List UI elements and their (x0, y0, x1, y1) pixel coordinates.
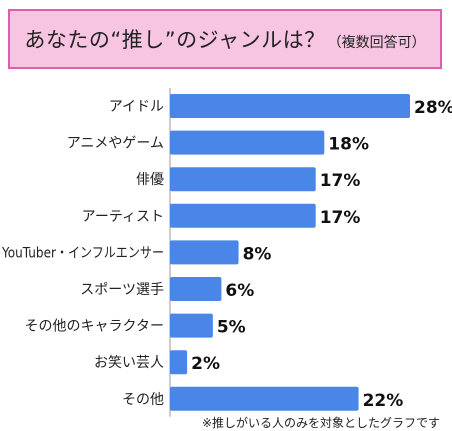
chart-title: あなたの“推し”のジャンルは？ (24, 28, 326, 52)
value-label: 5% (217, 318, 246, 338)
bar (170, 94, 410, 118)
category-label: お笑い芸人 (94, 355, 164, 371)
value-label: 6% (225, 281, 254, 301)
category-label: アニメやゲーム (67, 136, 164, 152)
category-label: その他 (122, 392, 164, 408)
value-label: 17% (320, 171, 361, 191)
category-label: スポーツ選手 (80, 282, 164, 298)
bar (170, 130, 325, 155)
category-label: YouTuber・インフルエンサー (1, 245, 164, 261)
value-label: 2% (191, 354, 220, 374)
chart-footnote: ※推しがいる人のみを対象としたグラフです (202, 416, 441, 430)
category-label: 俳優 (136, 172, 164, 188)
value-label: 28% (414, 98, 452, 118)
bar (170, 240, 239, 265)
chart-subtitle: （複数回答可） (327, 35, 426, 51)
category-label: アイドル (109, 99, 164, 115)
bar (170, 167, 316, 192)
bar (170, 203, 316, 228)
bar (170, 313, 213, 338)
category-label: アーティスト (82, 209, 164, 225)
category-label: その他のキャラクター (25, 319, 164, 335)
value-label: 17% (320, 208, 361, 228)
bar (170, 386, 359, 411)
chart-title-box: あなたの“推し”のジャンルは？ （複数回答可） (8, 9, 442, 69)
value-label: 18% (328, 135, 369, 155)
bar (170, 350, 188, 375)
value-label: 8% (243, 244, 272, 264)
value-label: 22% (363, 391, 404, 411)
bar (170, 277, 222, 301)
